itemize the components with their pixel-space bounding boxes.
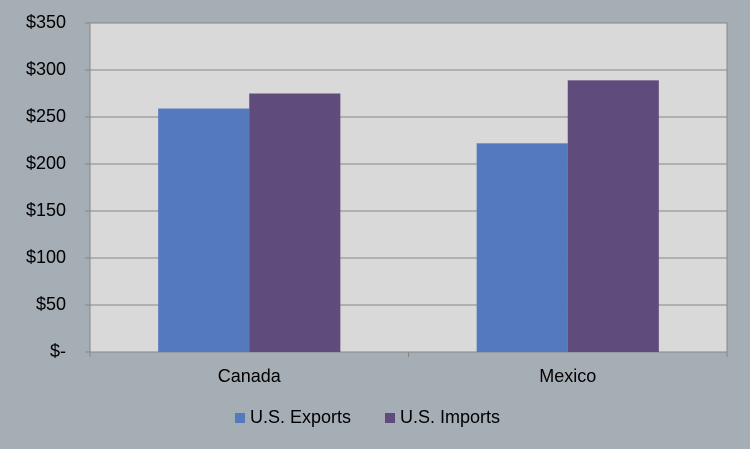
y-tick-label: $150 bbox=[26, 200, 66, 220]
y-tick-label: $350 bbox=[26, 12, 66, 32]
bar bbox=[249, 93, 341, 352]
legend-swatch bbox=[235, 413, 245, 423]
legend-label: U.S. Exports bbox=[250, 407, 351, 427]
bar bbox=[567, 80, 659, 352]
y-tick-label: $50 bbox=[36, 294, 66, 314]
y-tick-label: $300 bbox=[26, 59, 66, 79]
y-tick-label: $250 bbox=[26, 106, 66, 126]
y-tick-label: $200 bbox=[26, 153, 66, 173]
y-tick-label: $- bbox=[50, 341, 66, 361]
x-tick-label: Canada bbox=[218, 366, 282, 386]
bar bbox=[158, 108, 250, 352]
x-tick-label: Mexico bbox=[539, 366, 596, 386]
legend-swatch bbox=[385, 413, 395, 423]
legend-label: U.S. Imports bbox=[400, 407, 500, 427]
y-tick-label: $100 bbox=[26, 247, 66, 267]
bar bbox=[476, 143, 568, 352]
